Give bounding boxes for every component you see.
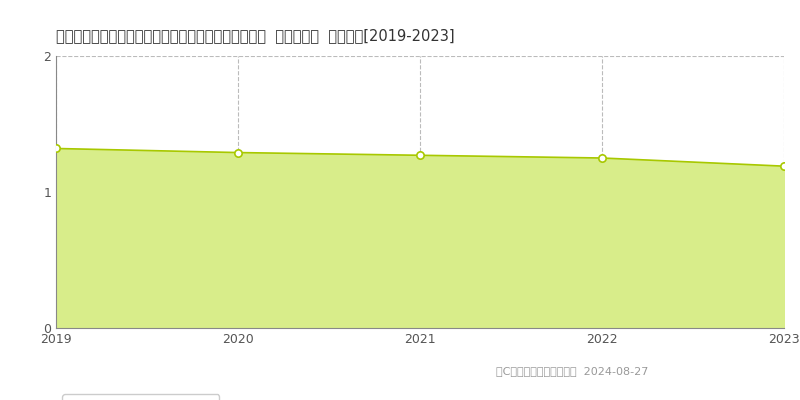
Text: 福井県大飯郡おおい町名田庄下２０号石橋１３番１内  基準地価格  地価推移[2019-2023]: 福井県大飯郡おおい町名田庄下２０号石橋１３番１内 基準地価格 地価推移[2019… xyxy=(56,28,454,43)
Point xyxy=(50,145,62,152)
Text: （C）土地価格ドットコム  2024-08-27: （C）土地価格ドットコム 2024-08-27 xyxy=(496,366,648,376)
Point xyxy=(414,152,426,158)
Legend: 基準地価格  平均坪単価(万円/坪): 基準地価格 平均坪単価(万円/坪) xyxy=(62,394,219,400)
Point xyxy=(232,149,245,156)
Point xyxy=(778,163,790,169)
Point xyxy=(595,155,609,161)
